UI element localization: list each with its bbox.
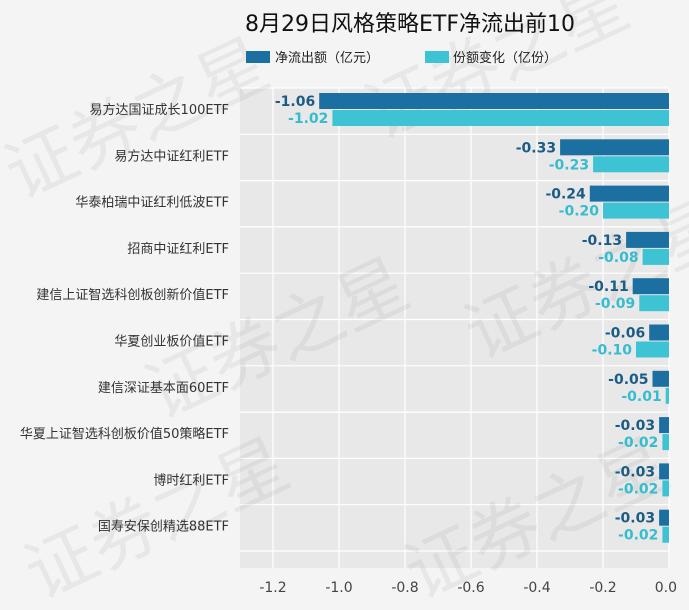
data-label: -0.11 bbox=[588, 279, 628, 295]
x-tick-label: -0.2 bbox=[589, 580, 616, 596]
bar bbox=[642, 248, 669, 265]
bar bbox=[589, 185, 669, 202]
bar bbox=[659, 417, 669, 434]
category-label: 建信上证智选科创板创新价值ETF bbox=[36, 287, 229, 303]
bar bbox=[626, 231, 669, 248]
bar bbox=[662, 480, 669, 497]
category-label: 易方达中证红利ETF bbox=[114, 148, 229, 164]
bar bbox=[659, 509, 669, 526]
bar bbox=[560, 139, 669, 156]
data-label: -0.23 bbox=[549, 157, 589, 173]
category-label: 华夏上证智选科创板价值50策略ETF bbox=[20, 426, 229, 442]
bar bbox=[319, 93, 669, 109]
bar bbox=[665, 387, 669, 404]
category-label: 国寿安保创精选88ETF bbox=[98, 520, 229, 535]
bar bbox=[639, 295, 669, 312]
chart-title: 8月29日风格策略ETF净流出前10 bbox=[245, 12, 575, 37]
bar bbox=[659, 463, 669, 480]
x-axis-ticks: -1.2 -1.0 -0.8 -0.6 -0.4 -0.2 0.0 bbox=[259, 580, 677, 596]
data-label: -0.03 bbox=[615, 418, 655, 434]
data-label: -0.06 bbox=[605, 326, 645, 342]
data-label: -0.33 bbox=[516, 140, 556, 156]
x-tick-label: -1.0 bbox=[325, 580, 352, 596]
data-label: -0.02 bbox=[618, 435, 658, 451]
legend: 净流出额（亿元） 份额变化（亿份） bbox=[246, 50, 557, 66]
bars bbox=[319, 93, 669, 543]
bar bbox=[662, 434, 669, 451]
value-labels: -1.06-1.02 -0.33-0.23 -0.24-0.20 -0.13-0.08… bbox=[275, 94, 662, 544]
data-label: -1.06 bbox=[275, 94, 315, 110]
bar bbox=[593, 156, 669, 173]
watermark-text: 证券之星 bbox=[13, 423, 301, 606]
category-label: 招商中证红利ETF bbox=[127, 241, 229, 257]
legend-swatch bbox=[246, 51, 270, 63]
category-label: 易方达国证成长100ETF bbox=[90, 102, 229, 118]
data-label: -0.03 bbox=[615, 511, 655, 527]
data-label: -0.02 bbox=[618, 528, 658, 544]
x-tick-label: -1.2 bbox=[259, 580, 286, 596]
data-label: -0.01 bbox=[621, 389, 661, 405]
x-tick-label: -0.8 bbox=[391, 580, 418, 596]
bar bbox=[649, 324, 669, 341]
watermark-text: 证券之星 bbox=[0, 23, 281, 216]
category-labels: 易方达国证成长100ETF 易方达中证红利ETF 华泰柏瑞中证红利低波ETF 招商中证… bbox=[20, 102, 229, 535]
legend-label: 份额变化（亿份） bbox=[453, 50, 557, 66]
x-tick-label: 0.0 bbox=[655, 580, 677, 596]
data-label: -0.02 bbox=[618, 481, 658, 497]
legend-label: 净流出额（亿元） bbox=[275, 51, 379, 66]
data-label: -0.13 bbox=[582, 233, 622, 249]
data-label: -0.08 bbox=[598, 250, 638, 266]
bar bbox=[662, 526, 669, 543]
bar bbox=[603, 202, 669, 219]
data-label: -1.02 bbox=[288, 111, 328, 127]
x-tick-label: -0.6 bbox=[457, 580, 484, 596]
data-label: -0.05 bbox=[608, 372, 648, 388]
data-label: -0.09 bbox=[595, 296, 635, 312]
category-label: 华夏创业板价值ETF bbox=[114, 334, 229, 350]
legend-swatch bbox=[425, 51, 449, 63]
category-label: 建信深证基本面60ETF bbox=[98, 381, 229, 396]
data-label: -0.03 bbox=[615, 464, 655, 480]
data-label: -0.10 bbox=[592, 343, 633, 359]
data-label: -0.20 bbox=[559, 204, 600, 220]
bar bbox=[632, 278, 669, 295]
category-label: 华泰柏瑞中证红利低波ETF bbox=[75, 195, 229, 211]
bar bbox=[636, 341, 669, 358]
gridlines bbox=[240, 87, 670, 568]
bar bbox=[332, 110, 669, 126]
x-tick-label: -0.4 bbox=[523, 580, 550, 596]
bar bbox=[652, 370, 669, 387]
data-label: -0.24 bbox=[545, 187, 586, 203]
category-label: 博时红利ETF bbox=[153, 472, 229, 488]
